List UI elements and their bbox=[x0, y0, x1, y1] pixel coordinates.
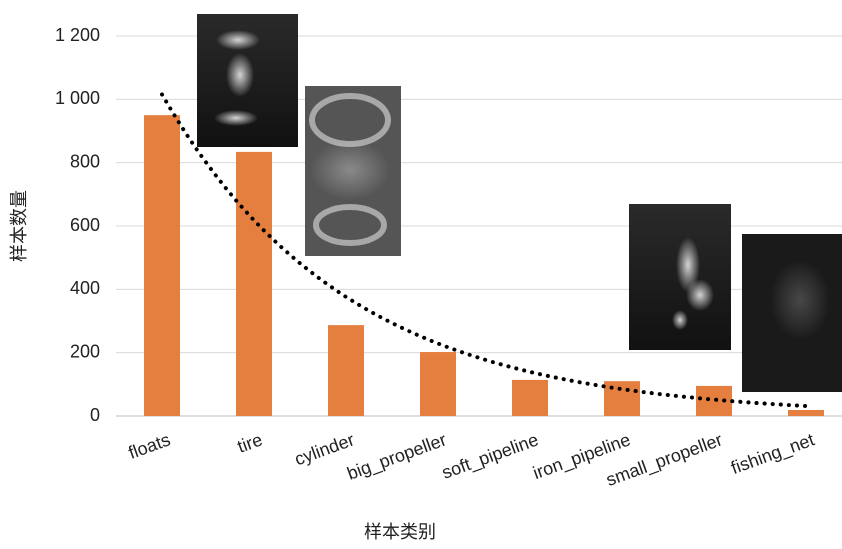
y-tick-label: 600 bbox=[70, 215, 100, 235]
sonar-insets bbox=[197, 14, 842, 392]
sonar-image bbox=[197, 14, 298, 147]
x-tick-label: tire bbox=[235, 429, 265, 456]
y-tick-label: 400 bbox=[70, 278, 100, 298]
sonar-image bbox=[629, 204, 731, 350]
bar bbox=[604, 381, 640, 416]
bar bbox=[696, 386, 732, 416]
x-axis-title: 样本类别 bbox=[364, 522, 436, 542]
bar bbox=[788, 410, 824, 416]
x-tick-label: floats bbox=[126, 429, 173, 463]
y-tick-label: 800 bbox=[70, 151, 100, 171]
bar bbox=[420, 352, 456, 416]
bar bbox=[328, 325, 364, 416]
x-tick-label: fishing_net bbox=[728, 429, 817, 479]
bar bbox=[144, 115, 180, 416]
x-tick-label: big_propeller bbox=[344, 429, 449, 484]
x-tick-label: soft_pipeline bbox=[439, 429, 541, 483]
y-tick-label: 1 200 bbox=[55, 25, 100, 45]
sonar-image bbox=[305, 86, 401, 256]
bar bbox=[512, 380, 548, 416]
bar bbox=[236, 152, 272, 416]
y-tick-label: 200 bbox=[70, 341, 100, 361]
y-tick-label: 1 000 bbox=[55, 88, 100, 108]
chart: 02004006008001 0001 200floatstirecylinde… bbox=[0, 0, 842, 549]
sonar-image bbox=[742, 234, 842, 392]
y-tick-label: 0 bbox=[90, 405, 100, 425]
y-axis-title: 样本数量 bbox=[9, 190, 29, 262]
page: {"chart_data": {"type": "bar", "x_label"… bbox=[0, 0, 842, 549]
